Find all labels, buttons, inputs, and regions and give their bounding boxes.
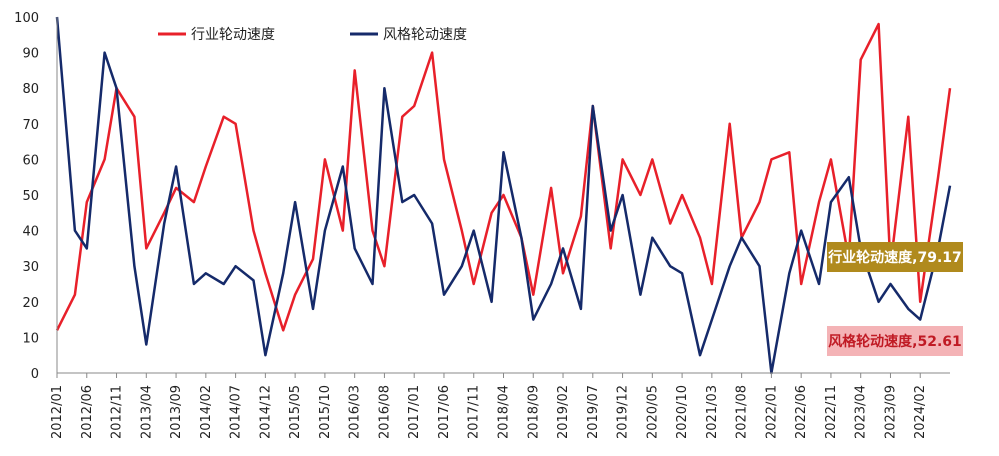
x-tick-label: 2020/05 <box>645 385 660 439</box>
x-tick-label: 2015/05 <box>288 385 303 439</box>
x-tick-label: 2022/06 <box>794 385 809 439</box>
x-tick-label: 2018/09 <box>526 385 541 439</box>
x-tick-label: 2021/03 <box>705 385 720 439</box>
x-tick-label: 2024/02 <box>913 385 928 439</box>
x-tick-label: 2023/09 <box>883 385 898 439</box>
y-tick-label: 50 <box>22 189 39 204</box>
x-tick-label: 2013/04 <box>139 385 154 439</box>
legend-label: 行业轮动速度 <box>191 27 275 43</box>
x-tick-label: 2017/11 <box>467 385 482 439</box>
x-tick-label: 2012/01 <box>50 385 65 439</box>
x-tick-label: 2014/02 <box>199 385 214 439</box>
series-line-style <box>55 16 952 375</box>
x-tick-label: 2018/04 <box>497 385 512 439</box>
x-tick-label: 2022/01 <box>764 385 779 439</box>
callout-box <box>827 326 963 356</box>
x-tick-label: 2016/03 <box>348 385 363 439</box>
y-axis: 0 10 20 30 40 50 60 70 80 90 100 <box>14 11 58 382</box>
callouts: 行业轮动速度,79.17 风格轮动速度,52.61 <box>827 242 963 356</box>
x-tick-label: 2012/06 <box>80 385 95 439</box>
y-tick-label: 80 <box>22 82 39 97</box>
callout-box <box>827 242 963 272</box>
x-tick-label: 2021/08 <box>735 385 750 439</box>
x-tick-label: 2019/02 <box>556 385 571 439</box>
y-tick-label: 70 <box>22 118 39 133</box>
x-tick-label: 2020/10 <box>675 385 690 439</box>
x-tick-label: 2016/08 <box>377 385 392 439</box>
x-tick-label: 2017/06 <box>437 385 452 439</box>
x-tick-label: 2014/12 <box>258 385 273 439</box>
x-tick-label: 2012/11 <box>110 385 125 439</box>
x-tick-label: 2019/07 <box>586 385 601 439</box>
x-tick-label: 2015/10 <box>318 385 333 439</box>
y-tick-label: 40 <box>22 225 39 240</box>
x-tick-label: 2022/11 <box>824 385 839 439</box>
series-layer <box>55 16 952 375</box>
y-tick-label: 60 <box>22 153 39 168</box>
x-tick-label: 2014/07 <box>229 385 244 439</box>
legend: 行业轮动速度 风格轮动速度 <box>158 27 467 43</box>
callout-label: 行业轮动速度,79.17 <box>827 249 962 266</box>
x-tick-label: 2017/01 <box>407 385 422 439</box>
y-tick-label: 100 <box>14 11 39 26</box>
y-tick-label: 90 <box>22 47 39 62</box>
y-tick-label: 30 <box>22 260 39 275</box>
legend-label: 风格轮动速度 <box>383 27 467 43</box>
series-line-industry <box>55 22 952 332</box>
y-tick-label: 0 <box>31 367 39 382</box>
x-axis: 2012/01 2012/06 2012/11 2013/04 2013/09 2014/… <box>50 372 950 439</box>
y-tick-label: 10 <box>22 331 39 346</box>
x-tick-label: 2013/09 <box>169 385 184 439</box>
callout-label: 风格轮动速度,52.61 <box>828 333 962 350</box>
y-tick-label: 20 <box>22 296 39 311</box>
x-tick-label: 2023/04 <box>854 385 869 439</box>
x-tick-label: 2019/12 <box>616 385 631 439</box>
